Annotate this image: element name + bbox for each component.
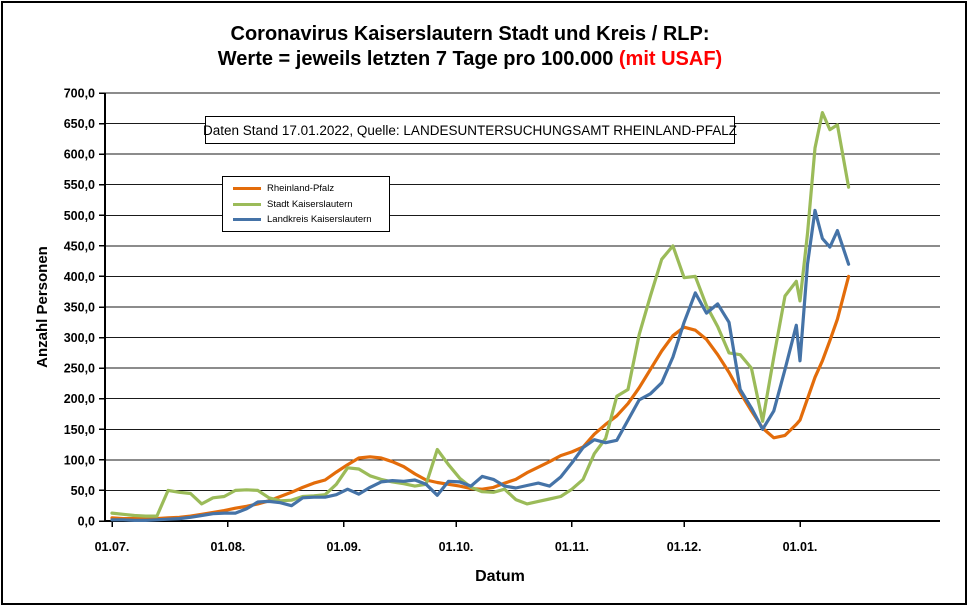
x-tick-label: 01.01. [783, 540, 818, 554]
x-tick-label: 01.11. [555, 540, 589, 554]
y-tick-label: 150,0 [64, 423, 95, 437]
y-tick-label: 650,0 [64, 117, 95, 131]
legend-item-stadt-kaiserslautern: Stadt Kaiserslautern [223, 199, 389, 210]
x-tick-label: 01.07. [95, 540, 130, 554]
y-axis-title: Anzahl Personen [34, 246, 51, 368]
legend-label-landkreis-kaiserslautern: Landkreis Kaiserslautern [267, 213, 372, 225]
legend-item-rheinland-pfalz: Rheinland-Pfalz [223, 183, 389, 194]
y-tick-label: 300,0 [64, 331, 95, 345]
y-tick-label: 500,0 [64, 209, 95, 223]
legend-swatch-landkreis-kaiserslautern [233, 217, 261, 221]
legend-swatch-rheinland-pfalz [233, 187, 261, 191]
legend: Rheinland-Pfalz Stadt Kaiserslautern Lan… [222, 176, 390, 232]
series-line-rheinland-pfalz [110, 274, 851, 521]
chart-title: Coronavirus Kaiserslautern Stadt und Kre… [0, 22, 940, 72]
legend-swatch-stadt-kaiserslautern [233, 202, 261, 206]
chart-title-line-1: Coronavirus Kaiserslautern Stadt und Kre… [230, 23, 710, 45]
legend-label-stadt-kaiserslautern: Stadt Kaiserslautern [267, 198, 353, 210]
y-tick-label: 600,0 [64, 148, 95, 162]
y-tick-label: 550,0 [64, 178, 95, 192]
x-tick-label: 01.08. [211, 540, 246, 554]
y-tick-label: 50,0 [71, 484, 95, 498]
series-line-landkreis-kaiserslautern [110, 208, 851, 523]
y-tick-label: 250,0 [64, 362, 95, 376]
x-tick-label: 01.10. [439, 540, 474, 554]
x-tick-label: 01.09. [326, 540, 361, 554]
series-line-stadt-kaiserslautern [110, 110, 851, 518]
y-tick-label: 450,0 [64, 239, 95, 253]
data-stand-text: Daten Stand 17.01.2022, Quelle: LANDESUN… [203, 122, 737, 138]
y-tick-label: 100,0 [64, 453, 95, 467]
y-tick-label: 400,0 [64, 270, 95, 284]
y-tick-label: 0,0 [78, 515, 95, 529]
data-stand-box: Daten Stand 17.01.2022, Quelle: LANDESUN… [203, 116, 737, 144]
title-usaf: (mit USAF) [613, 48, 723, 70]
chart-title-line-2-text: Werte = jeweils letzten 7 Tage pro 100.0… [217, 48, 614, 70]
x-tick-label: 01.12. [667, 540, 702, 554]
legend-item-landkreis-kaiserslautern: Landkreis Kaiserslautern [223, 214, 389, 225]
y-tick-label: 350,0 [64, 301, 95, 315]
x-axis-title: Datum [475, 568, 525, 585]
chart-title-line-2: Werte = jeweils letzten 7 Tage pro 100.0… [0, 47, 940, 72]
y-tick-label: 700,0 [64, 87, 95, 101]
legend-label-rheinland-pfalz: Rheinland-Pfalz [267, 183, 335, 195]
y-tick-label: 200,0 [64, 392, 95, 406]
